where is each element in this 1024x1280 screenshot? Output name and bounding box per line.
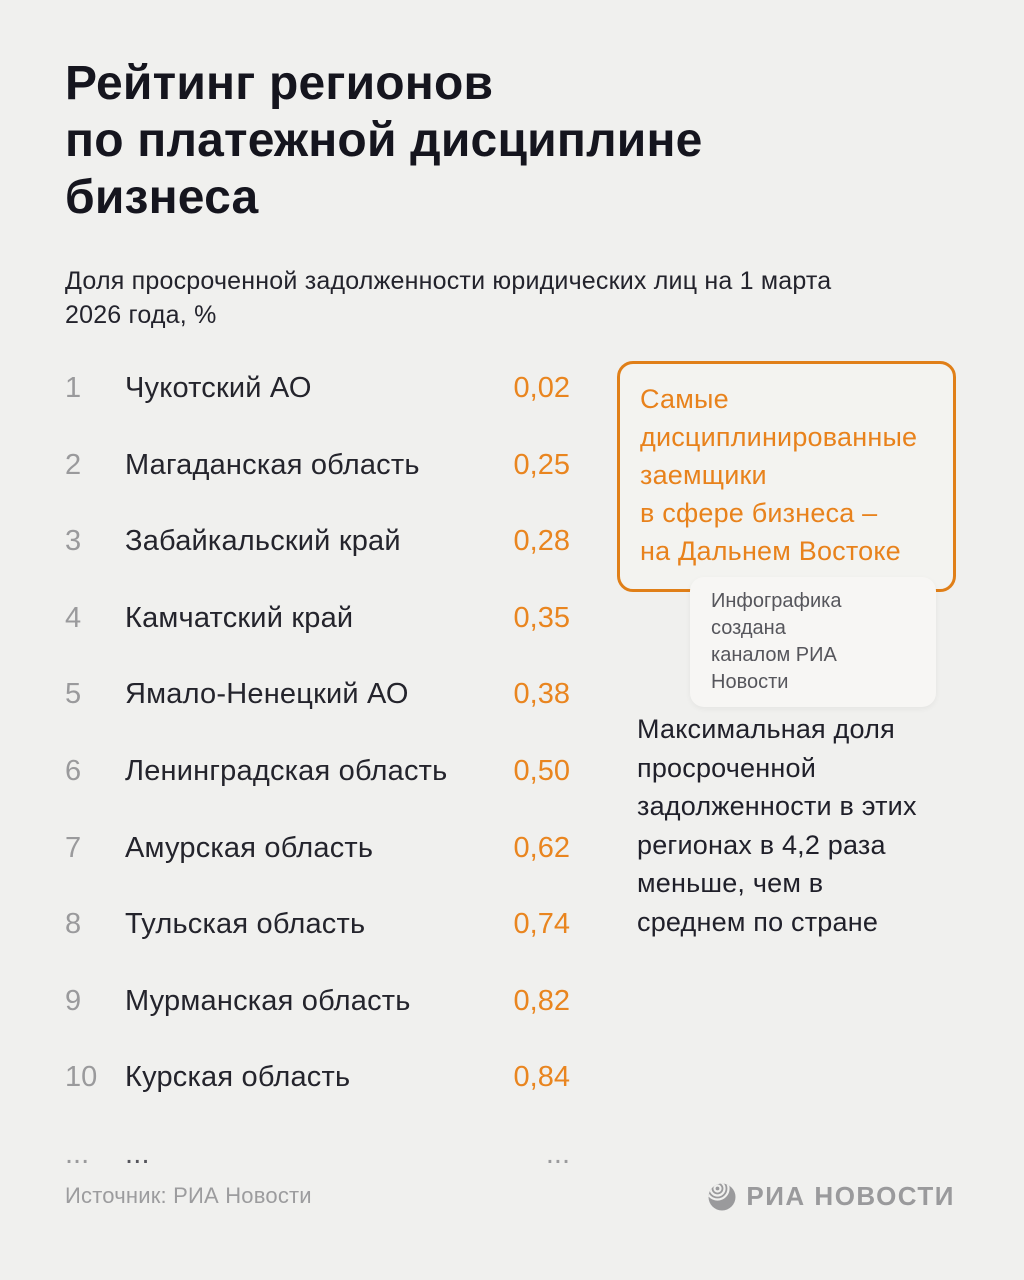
- overdue-share-value: 0,02: [513, 372, 570, 404]
- region-name: Ленинградская область: [125, 754, 448, 787]
- rank-ellipsis: ...: [65, 1137, 90, 1170]
- region-name: Тульская область: [125, 908, 366, 941]
- ria-novosti-logo: РИА НОВОСТИ: [708, 1181, 955, 1212]
- rank-number: 7: [65, 831, 82, 864]
- rank-number: 10: [65, 1061, 98, 1094]
- overdue-share-value: 0,25: [513, 448, 570, 481]
- rank-number: 8: [65, 908, 82, 941]
- rank-number: 9: [65, 984, 82, 1017]
- table-row: 6 Ленинградская область 0,50: [65, 754, 570, 831]
- region-name: Ямало-Ненецкий АО: [125, 678, 409, 711]
- rank-number: 3: [65, 525, 82, 558]
- table-row: 10 Курская область 0,84: [65, 1060, 570, 1137]
- overdue-share-value: 0,38: [513, 678, 570, 711]
- overdue-share-value: 0,82: [513, 984, 570, 1017]
- value-ellipsis: ...: [545, 1137, 570, 1170]
- rank-number: 4: [65, 601, 82, 634]
- table-row: 4 Камчатский край 0,35: [65, 601, 570, 678]
- overdue-share-value: 0,50: [513, 754, 570, 787]
- rank-number: 6: [65, 754, 82, 787]
- ranking-table: 1 Чукотский АО 0,02 2 Магаданская област…: [65, 371, 570, 1214]
- source-label: Источник: РИА Новости: [65, 1183, 312, 1208]
- region-name: Мурманская область: [125, 984, 411, 1017]
- page-title: Рейтинг регионов по платежной дисциплине…: [65, 57, 703, 224]
- region-ellipsis: ...: [125, 1137, 150, 1170]
- overdue-share-value: 0,62: [513, 831, 570, 864]
- rank-number: 5: [65, 678, 82, 711]
- table-row: 9 Мурманская область 0,82: [65, 984, 570, 1061]
- table-row: 2 Магаданская область 0,25: [65, 448, 570, 525]
- callout-box: Самые дисциплинированные заемщики в сфер…: [617, 361, 956, 592]
- note-text: Максимальная доля просроченной задолженн…: [637, 714, 917, 937]
- credit-box: Инфографика создана каналом РИА Новости: [690, 577, 936, 707]
- ria-globe-icon: [708, 1183, 736, 1210]
- overdue-share-value: 0,28: [513, 525, 570, 558]
- table-row: 5 Ямало-Ненецкий АО 0,38: [65, 677, 570, 754]
- overdue-share-value: 0,35: [513, 601, 570, 634]
- callout-text: Самые дисциплинированные заемщики в сфер…: [640, 384, 918, 566]
- table-row: 7 Амурская область 0,62: [65, 831, 570, 908]
- region-name: Камчатский край: [125, 601, 354, 634]
- table-row-ellipsis: ... ... ...: [65, 1137, 570, 1214]
- logo-text: РИА НОВОСТИ: [746, 1181, 955, 1211]
- region-name: Чукотский АО: [125, 372, 312, 404]
- region-name: Магаданская область: [125, 448, 420, 481]
- table-row: 8 Тульская область 0,74: [65, 907, 570, 984]
- overdue-share-value: 0,84: [513, 1061, 570, 1094]
- table-row: 3 Забайкальский край 0,28: [65, 524, 570, 601]
- region-name: Курская область: [125, 1061, 351, 1094]
- rank-number: 2: [65, 448, 82, 481]
- page-subtitle: Доля просроченной задолженности юридичес…: [65, 267, 832, 329]
- table-row: 1 Чукотский АО 0,02: [65, 371, 570, 448]
- region-name: Амурская область: [125, 831, 374, 864]
- overdue-share-value: 0,74: [513, 908, 570, 941]
- region-name: Забайкальский край: [125, 525, 401, 558]
- rank-number: 1: [65, 372, 82, 404]
